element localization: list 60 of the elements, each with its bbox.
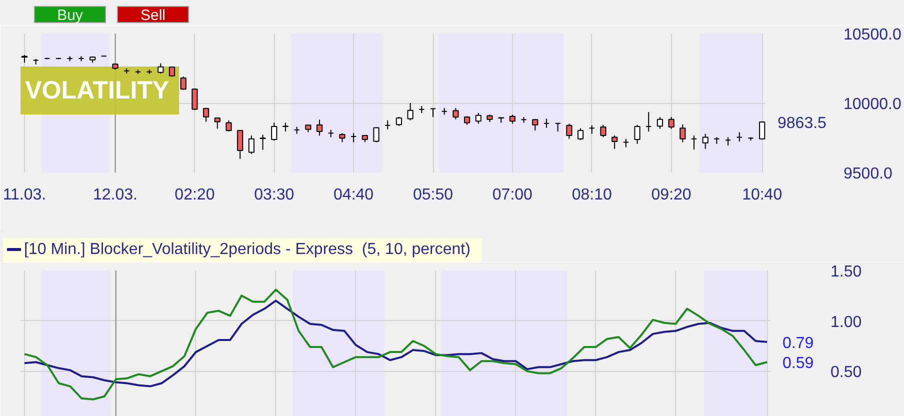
candlestick bbox=[214, 117, 220, 130]
y-tick-label: 10000.0 bbox=[844, 96, 902, 113]
candlestick bbox=[407, 102, 414, 121]
candlestick bbox=[509, 114, 516, 124]
candlestick bbox=[566, 123, 572, 140]
candlestick bbox=[634, 124, 640, 144]
x-tick-label: 04:40 bbox=[334, 186, 374, 204]
candlestick bbox=[384, 120, 391, 130]
x-tick-label: 02:20 bbox=[174, 186, 215, 204]
candlestick bbox=[690, 135, 698, 150]
candlestick bbox=[656, 116, 664, 130]
text: Sell bbox=[117, 6, 189, 24]
candlestick bbox=[260, 134, 266, 150]
line-series bbox=[24, 288, 768, 400]
text: VOLATILITY bbox=[25, 76, 170, 104]
legend-label: [10 Min.] Blocker_Volatility_2periods - Express (5, 10, percent) bbox=[24, 241, 470, 258]
candlestick bbox=[373, 126, 380, 143]
candlestick bbox=[226, 120, 232, 132]
candlestick bbox=[668, 116, 674, 130]
x-tick-label: 08:10 bbox=[572, 186, 612, 204]
y-tick-label: 0.50 bbox=[830, 364, 862, 382]
y-tick-label: 10500.0 bbox=[844, 26, 902, 44]
candlestick bbox=[577, 128, 584, 141]
candlestick bbox=[396, 116, 402, 126]
candlestick bbox=[452, 108, 459, 120]
text: Buy bbox=[34, 6, 106, 24]
candlestick bbox=[736, 132, 742, 142]
candlestick bbox=[339, 132, 346, 143]
data-label: 0.59 bbox=[782, 355, 814, 372]
candlestick bbox=[180, 76, 186, 90]
candlestick bbox=[612, 135, 618, 150]
text: 9863.5 bbox=[778, 114, 826, 132]
x-tick-label: 10:40 bbox=[742, 186, 782, 204]
candlestick bbox=[350, 132, 357, 143]
x-tick-label: 03:30 bbox=[254, 186, 294, 204]
candlestick bbox=[725, 136, 732, 146]
candlestick bbox=[430, 108, 436, 118]
x-tick-label: 07:00 bbox=[492, 186, 533, 204]
candlestick bbox=[680, 124, 686, 143]
candlestick bbox=[248, 135, 254, 154]
candlestick bbox=[237, 130, 244, 160]
candlestick bbox=[646, 112, 652, 132]
x-tick-label: 09:20 bbox=[651, 186, 692, 204]
candlestick bbox=[600, 124, 606, 138]
candlestick bbox=[192, 88, 198, 110]
candlestick bbox=[316, 119, 323, 136]
candlestick bbox=[702, 133, 708, 150]
y-tick-label: 1.00 bbox=[830, 314, 862, 331]
x-tick-label: 12.03. bbox=[93, 186, 138, 204]
candlestick bbox=[271, 122, 278, 142]
candlestick bbox=[554, 122, 561, 132]
candlestick bbox=[543, 118, 550, 128]
data-label: 0.79 bbox=[782, 334, 814, 352]
x-tick-label: 05:50 bbox=[412, 186, 454, 204]
candlestick bbox=[202, 107, 210, 122]
candlestick bbox=[475, 112, 482, 124]
x-tick-label: 11.03. bbox=[2, 186, 46, 204]
y-tick-label: 9500.0 bbox=[844, 166, 893, 182]
candlestick bbox=[158, 62, 164, 74]
y-tick-label: 1.50 bbox=[830, 264, 862, 280]
